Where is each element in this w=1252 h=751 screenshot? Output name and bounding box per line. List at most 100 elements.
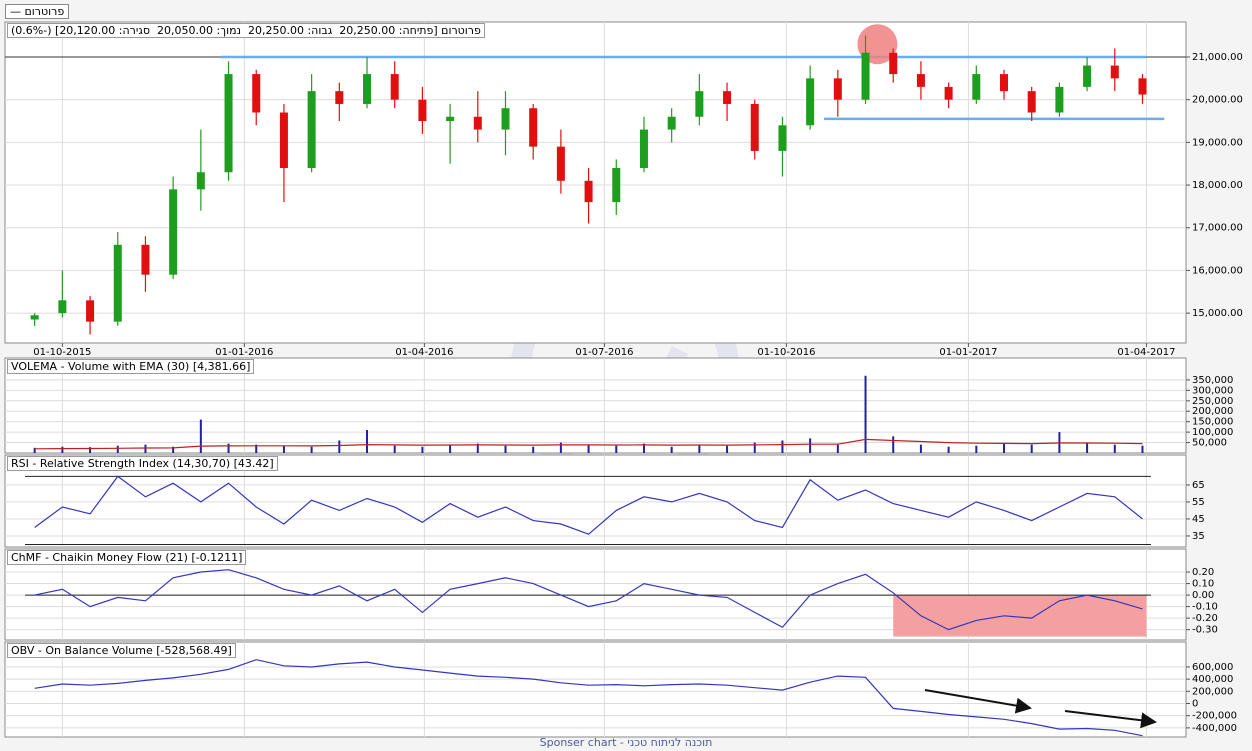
panel-title: ChMF - Chaikin Money Flow (21) [-0.1211] bbox=[7, 550, 247, 565]
candle-body bbox=[1000, 74, 1009, 92]
x-tick-label: 01-01-2016 bbox=[215, 347, 273, 358]
candle-body bbox=[1083, 65, 1092, 87]
candle-body bbox=[861, 52, 870, 100]
candle-body bbox=[833, 78, 842, 100]
volume-bar bbox=[698, 444, 701, 453]
candle-body bbox=[169, 189, 178, 275]
x-tick-label: 01-04-2017 bbox=[1117, 347, 1175, 358]
plot bbox=[5, 549, 1186, 640]
candle-body bbox=[806, 78, 815, 126]
volume-bar bbox=[61, 446, 64, 453]
volume-bar bbox=[809, 438, 812, 453]
y-tick-label: 100,000 bbox=[1192, 427, 1233, 438]
candle-body bbox=[1110, 65, 1119, 79]
volume-bar bbox=[1003, 443, 1006, 453]
y-tick-label: 35 bbox=[1192, 531, 1205, 542]
x-tick-label: 01-07-2016 bbox=[575, 347, 633, 358]
volume-bar bbox=[670, 446, 673, 453]
highlight-box bbox=[893, 595, 1147, 637]
y-tick-label: 55 bbox=[1192, 497, 1205, 508]
y-tick-label: 0.00 bbox=[1192, 590, 1214, 601]
volume-bar bbox=[504, 445, 507, 453]
volume-bar bbox=[449, 444, 452, 453]
volume-bar bbox=[642, 443, 645, 453]
volume-bar bbox=[836, 444, 839, 453]
y-tick-label: 0 bbox=[1192, 699, 1198, 710]
y-tick-label: 18,000.00 bbox=[1192, 180, 1243, 191]
volume-bar bbox=[781, 440, 784, 453]
plot bbox=[5, 22, 1186, 343]
volume-bar bbox=[393, 445, 396, 453]
panel bbox=[5, 642, 1186, 737]
panel-title: RSI - Relative Strength Index (14,30,70)… bbox=[7, 456, 278, 471]
volume-bar bbox=[864, 375, 867, 453]
candle-body bbox=[944, 86, 953, 100]
panel bbox=[5, 455, 1186, 547]
volume-bar bbox=[255, 444, 258, 453]
y-tick-label: -400,000 bbox=[1192, 723, 1237, 734]
y-tick-label: 16,000.00 bbox=[1192, 265, 1243, 276]
candle-body bbox=[750, 103, 759, 151]
y-tick-label: 50,000 bbox=[1192, 438, 1227, 449]
y-tick-label: 0.10 bbox=[1192, 579, 1214, 590]
y-tick-label: 45 bbox=[1192, 514, 1205, 525]
candle-body bbox=[612, 167, 621, 203]
candle-body bbox=[1027, 91, 1036, 113]
x-tick-label: 01-10-2015 bbox=[33, 347, 91, 358]
volume-bar bbox=[116, 445, 119, 453]
y-tick-label: -0.20 bbox=[1192, 613, 1218, 624]
y-tick-label: 150,000 bbox=[1192, 417, 1233, 428]
indicator-line bbox=[34, 569, 1143, 631]
annotation-arrow bbox=[924, 689, 1032, 714]
panel-frame bbox=[4, 21, 1187, 344]
volume-bar bbox=[1030, 444, 1033, 453]
indicator-line bbox=[34, 659, 1143, 737]
volume-bar bbox=[310, 446, 313, 453]
y-tick-label: 200,000 bbox=[1192, 406, 1233, 417]
y-tick-label: 250,000 bbox=[1192, 396, 1233, 407]
volume-bar bbox=[33, 447, 36, 453]
candle-body bbox=[335, 91, 344, 104]
candle-body bbox=[418, 99, 427, 122]
candle-body bbox=[584, 180, 593, 203]
volume-bar bbox=[615, 445, 618, 453]
candle-body bbox=[1055, 86, 1064, 113]
y-tick-label: -0.10 bbox=[1192, 602, 1218, 613]
candle-body bbox=[113, 244, 122, 322]
volume-bar bbox=[532, 446, 535, 453]
y-tick-label: 300,000 bbox=[1192, 385, 1233, 396]
candle-body bbox=[473, 116, 482, 130]
volume-bar bbox=[421, 446, 424, 453]
y-tick-label: -0.30 bbox=[1192, 625, 1218, 636]
y-tick-label: 200,000 bbox=[1192, 686, 1233, 697]
candle-body bbox=[86, 300, 95, 322]
volume-bar bbox=[753, 442, 756, 453]
candle-body bbox=[446, 116, 455, 122]
panel-title: פרוטרום [פתיחה: 20,250.00 גבוה: 20,250.0… bbox=[7, 23, 485, 38]
candle-body bbox=[58, 300, 67, 314]
y-tick-label: 20,000.00 bbox=[1192, 95, 1243, 106]
y-tick-label: 400,000 bbox=[1192, 674, 1233, 685]
symbol-button[interactable]: פרוטרום — bbox=[5, 4, 70, 19]
volume-bar bbox=[144, 444, 147, 453]
x-tick-label: 01-10-2016 bbox=[757, 347, 815, 358]
y-tick-label: 65 bbox=[1192, 480, 1205, 491]
candle-body bbox=[529, 108, 538, 147]
plot bbox=[5, 358, 1186, 453]
volume-bar bbox=[199, 419, 202, 453]
candle-body bbox=[252, 74, 261, 113]
x-tick-label: 01-01-2017 bbox=[939, 347, 997, 358]
panel-title: VOLEMA - Volume with EMA (30) [4,381.66] bbox=[7, 359, 255, 374]
y-tick-label: 0.20 bbox=[1192, 567, 1214, 578]
candle-body bbox=[363, 74, 372, 104]
volume-bar bbox=[227, 443, 230, 453]
volume-bar bbox=[338, 440, 341, 453]
x-tick-label: 01-04-2016 bbox=[395, 347, 453, 358]
annotation-arrow bbox=[1064, 710, 1157, 729]
candle-body bbox=[695, 91, 704, 117]
volume-bar bbox=[919, 444, 922, 453]
volume-bar bbox=[947, 446, 950, 453]
candle-body bbox=[778, 125, 787, 151]
candle-body bbox=[196, 172, 205, 190]
